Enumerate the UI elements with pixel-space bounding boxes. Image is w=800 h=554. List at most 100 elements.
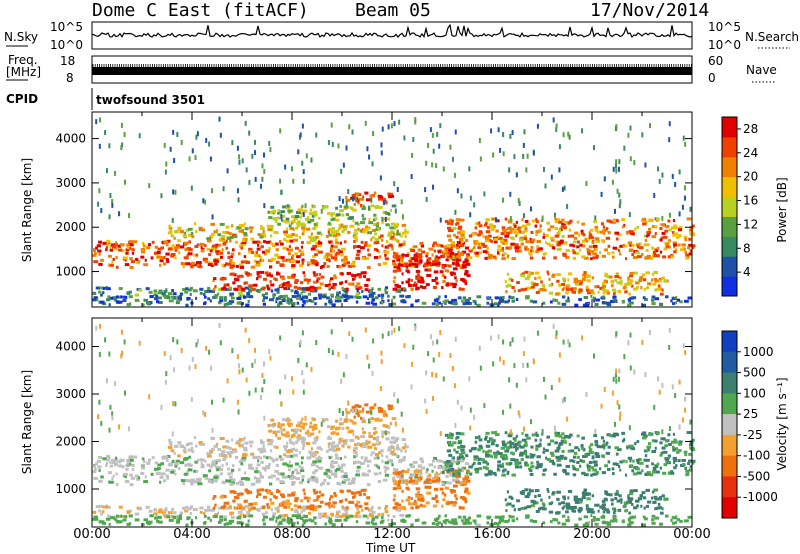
velocity-cell <box>174 472 177 476</box>
velocity-cell <box>504 457 509 461</box>
power-cell <box>477 233 481 237</box>
velocity-cell <box>166 458 169 462</box>
power-cell <box>663 247 668 251</box>
velocity-cell <box>217 520 222 524</box>
power-cell <box>276 216 281 220</box>
power-cell <box>374 205 379 209</box>
power-cell <box>285 220 290 224</box>
power-cell <box>490 239 493 243</box>
power-cell <box>108 214 111 220</box>
power-cell <box>109 193 112 199</box>
power-cell <box>99 300 105 304</box>
power-cell <box>100 208 103 214</box>
power-cell <box>555 126 558 132</box>
power-cell <box>305 227 311 231</box>
velocity-cell <box>476 523 481 527</box>
power-cell <box>287 248 293 252</box>
velocity-cell <box>249 504 253 508</box>
power-cell <box>417 255 423 259</box>
power-cell <box>230 261 236 265</box>
velocity-cell <box>312 471 316 475</box>
power-cell <box>647 282 652 286</box>
power-cell <box>365 301 371 305</box>
velocity-cell <box>113 458 118 462</box>
velocity-cell <box>645 449 649 453</box>
velocity-cell <box>486 521 490 525</box>
y-tick-label: 2000 <box>55 220 86 234</box>
power-cell <box>672 219 676 223</box>
power-cell <box>602 284 606 288</box>
power-cell <box>566 287 570 291</box>
power-cell <box>236 145 239 151</box>
velocity-cell <box>302 422 308 426</box>
velocity-cell <box>549 439 555 443</box>
power-cell <box>686 217 692 221</box>
power-cell <box>384 288 387 292</box>
velocity-cell <box>390 444 393 448</box>
power-cell <box>456 188 459 194</box>
power-cell <box>267 259 273 263</box>
velocity-cell <box>115 514 119 518</box>
power-cell <box>171 244 175 248</box>
power-cell <box>311 260 316 264</box>
power-cell <box>523 229 528 233</box>
velocity-cell <box>272 512 277 516</box>
velocity-cell <box>328 501 331 505</box>
power-cell <box>260 183 263 189</box>
power-cell <box>667 239 670 243</box>
velocity-cell <box>270 418 275 422</box>
power-cell <box>204 260 208 264</box>
power-cell <box>644 256 648 260</box>
velocity-cell <box>331 523 336 527</box>
velocity-cell <box>370 453 373 457</box>
power-cell <box>525 295 530 299</box>
power-cell <box>604 289 610 293</box>
velocity-cell <box>302 443 306 447</box>
power-cell <box>506 254 510 258</box>
power-cell <box>387 294 390 298</box>
power-cell <box>558 283 562 287</box>
velocity-cell <box>651 462 654 466</box>
power-cell <box>251 250 255 254</box>
velocity-cell <box>190 446 194 450</box>
velocity-cell <box>525 455 530 459</box>
power-cell <box>549 244 554 248</box>
velocity-cell <box>324 502 329 506</box>
power-cell <box>137 259 141 263</box>
velocity-cell <box>387 513 390 517</box>
velocity-cell <box>356 465 361 469</box>
velocity-cell <box>219 518 223 522</box>
power-cell <box>605 236 611 240</box>
velocity-cell <box>193 469 196 473</box>
power-colorbar-tick-label: 16 <box>743 194 758 208</box>
power-cell <box>627 298 631 302</box>
power-cell <box>217 301 222 305</box>
velocity-cell <box>481 458 486 462</box>
power-cell <box>307 292 312 296</box>
velocity-cell <box>465 471 469 475</box>
velocity-cell <box>644 472 648 476</box>
power-cell <box>372 131 375 137</box>
velocity-cell <box>455 478 460 482</box>
velocity-cell <box>556 497 560 501</box>
power-cell <box>162 294 166 298</box>
velocity-cell <box>95 462 98 466</box>
velocity-cell <box>245 523 250 527</box>
velocity-cell <box>444 514 447 518</box>
power-cell <box>236 225 242 229</box>
power-cell <box>353 245 358 249</box>
power-cell <box>614 275 620 279</box>
velocity-cell <box>287 464 293 468</box>
power-cell <box>560 282 566 286</box>
power-cell <box>260 225 263 229</box>
velocity-cell <box>320 493 325 497</box>
power-cell <box>413 255 419 259</box>
power-cell <box>106 287 111 291</box>
power-cell <box>334 258 338 262</box>
power-cell <box>366 266 370 270</box>
power-cell <box>234 240 239 244</box>
power-cell <box>368 154 371 160</box>
power-cell <box>624 290 628 294</box>
velocity-cell <box>547 490 550 494</box>
velocity-cell <box>406 468 410 472</box>
